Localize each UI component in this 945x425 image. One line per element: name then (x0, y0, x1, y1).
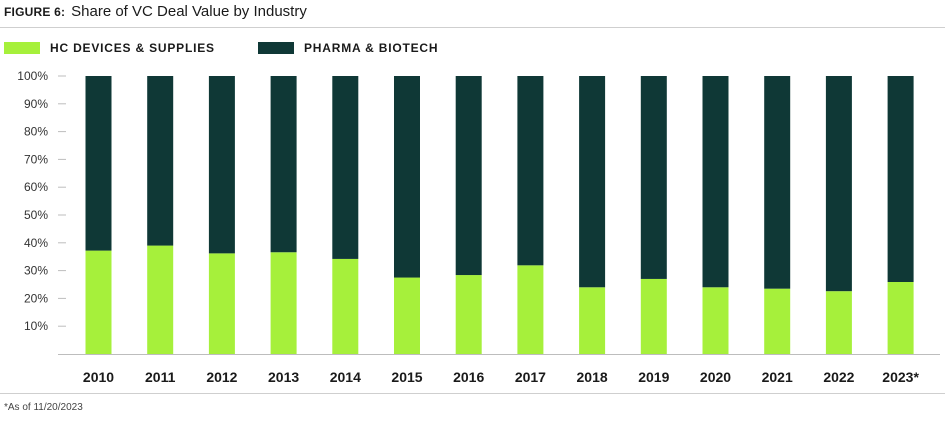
bar-pharma (147, 76, 174, 246)
legend-swatch-pharma (258, 42, 294, 54)
bar-hc-devices (517, 265, 544, 354)
x-tick-label: 2019 (638, 369, 669, 385)
bar-hc-devices (579, 287, 606, 354)
y-tick-label: 30% (24, 264, 48, 278)
bar-hc-devices (764, 288, 791, 354)
bar-pharma (640, 76, 667, 279)
bar-hc-devices (270, 252, 297, 354)
x-tick-label: 2010 (83, 369, 114, 385)
bar-hc-devices (455, 275, 482, 354)
x-tick-label: 2016 (453, 369, 484, 385)
x-tick-label: 2012 (206, 369, 237, 385)
bar-pharma (85, 76, 112, 251)
x-tick-label: 2011 (145, 369, 176, 385)
header-divider (0, 27, 945, 28)
bar-hc-devices (887, 281, 914, 354)
bar-pharma (887, 76, 914, 282)
bar-pharma (455, 76, 482, 276)
bar-hc-devices (640, 278, 667, 354)
footnote: *As of 11/20/2023 (4, 402, 83, 413)
legend-swatch-hc-devices (4, 42, 40, 54)
bar-pharma (332, 76, 359, 259)
x-tick-label: 2013 (268, 369, 299, 385)
x-tick-label: 2020 (700, 369, 731, 385)
y-tick-label: 100% (17, 69, 48, 83)
footer-divider (0, 393, 945, 394)
y-tick-label: 10% (24, 319, 48, 333)
y-tick-label: 70% (24, 152, 48, 166)
figure-label: FIGURE 6: (4, 5, 66, 19)
chart-title: Share of VC Deal Value by Industry (71, 3, 307, 20)
y-tick-label: 80% (24, 125, 48, 139)
bar-hc-devices (208, 253, 235, 354)
legend-label-pharma: PHARMA & BIOTECH (304, 41, 439, 55)
figure-header: FIGURE 6: Share of VC Deal Value by Indu… (4, 3, 307, 25)
x-tick-label: 2017 (515, 369, 546, 385)
legend-label-hc-devices: HC DEVICES & SUPPLIES (50, 41, 215, 55)
bar-pharma (764, 76, 791, 289)
y-tick-label: 50% (24, 208, 48, 222)
bar-hc-devices (147, 245, 174, 354)
bar-pharma (270, 76, 297, 253)
x-tick-label: 2014 (330, 369, 361, 385)
bar-hc-devices (394, 277, 420, 354)
y-tick-label: 40% (24, 236, 48, 250)
legend-item-hc-devices: HC DEVICES & SUPPLIES (4, 41, 215, 55)
bar-pharma (517, 76, 544, 266)
bar-pharma (825, 76, 852, 292)
bar-pharma (702, 76, 729, 288)
legend-item-pharma: PHARMA & BIOTECH (258, 41, 438, 55)
bar-hc-devices (702, 287, 729, 354)
bar-pharma (208, 76, 235, 254)
x-tick-label: 2021 (762, 369, 793, 385)
x-tick-label: 2023* (882, 369, 919, 385)
bar-pharma (394, 76, 420, 278)
bar-hc-devices (825, 291, 852, 354)
x-tick-label: 2022 (823, 369, 854, 385)
stacked-bar-chart: 10% 20% 30% 40% 50% 60% 70% 80% 90% 100% 2010 2011 2… (17, 69, 940, 385)
x-tick-label: 2018 (577, 369, 608, 385)
bar-pharma (579, 76, 606, 288)
y-tick-label: 90% (24, 97, 48, 111)
y-tick-label: 60% (24, 180, 48, 194)
y-tick-label: 20% (24, 291, 48, 305)
bar-hc-devices (85, 250, 112, 354)
bar-hc-devices (332, 258, 359, 354)
x-tick-label: 2015 (391, 369, 422, 385)
